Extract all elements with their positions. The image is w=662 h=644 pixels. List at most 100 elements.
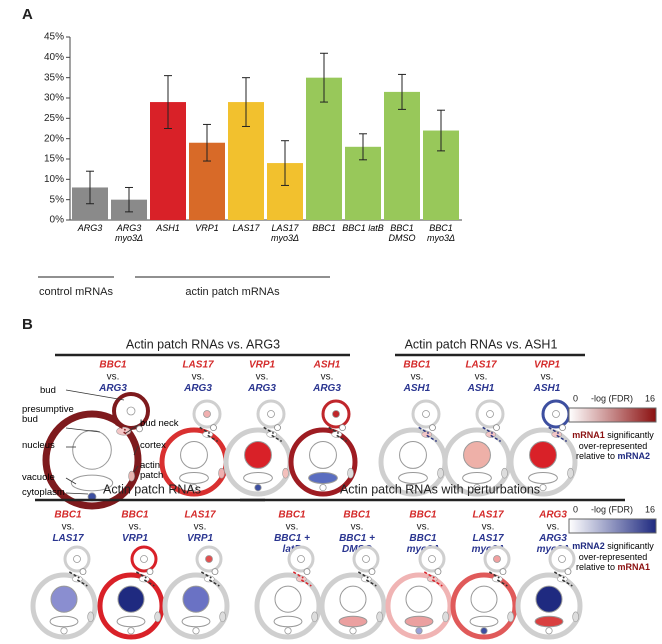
presumptive-bud: [427, 575, 438, 583]
vacuole: [181, 615, 211, 628]
actin-patch: [218, 467, 225, 479]
nucleus: [309, 441, 337, 469]
x-tick-label: LAS17: [232, 223, 260, 233]
nucleus: [182, 585, 210, 613]
vacuole: [398, 472, 428, 484]
actin-patch: [87, 611, 94, 623]
x-tick-label: BBC1 DMSO: [388, 223, 416, 243]
cytoplasm-dot: [60, 627, 68, 635]
bud-dot: [267, 410, 275, 418]
mrna1-label: BBC1: [121, 510, 149, 521]
bud-neck: [426, 434, 438, 443]
mrna1-label: BBC1: [54, 510, 82, 521]
vs-label: vs.: [192, 372, 205, 383]
vs-label: vs.: [256, 372, 269, 383]
annotation-leader: [133, 465, 139, 473]
presumptive-bud: [139, 575, 150, 583]
presumptive-bud: [296, 575, 307, 583]
y-tick-label: 5%: [50, 194, 65, 205]
bud-neck: [488, 571, 500, 579]
cytoplasm-dot: [254, 483, 262, 492]
vacuole: [528, 472, 558, 484]
cytoplasm-dot: [539, 483, 547, 492]
annotation-leader: [65, 477, 77, 485]
mrna1-label: BBC1: [278, 510, 306, 521]
legend-max: 16: [645, 393, 655, 403]
mrna2-label: VRP1: [186, 533, 214, 544]
legend-min: 0: [573, 393, 578, 403]
bud-neck: [490, 434, 502, 443]
x-tick-label-box: ARG3: [78, 223, 103, 233]
bud-neck: [561, 579, 573, 587]
annotation: presumptive bud: [22, 405, 74, 425]
bud-neck: [207, 434, 219, 443]
bud-dot: [486, 410, 494, 418]
bud-neck: [292, 571, 304, 579]
annotation-box: cytoplasm: [22, 488, 65, 498]
vs-label: vs.: [541, 372, 554, 383]
bud-neck: [423, 571, 435, 579]
nucleus: [274, 585, 302, 613]
nucleus: [117, 585, 145, 613]
y-tick-label: 45%: [44, 32, 64, 43]
bud-neck: [300, 579, 312, 587]
bud-neck: [556, 434, 568, 443]
y-tick-label: 40%: [44, 52, 64, 63]
presumptive-bud: [266, 431, 278, 438]
vacuole: [179, 472, 209, 484]
x-tick-label: BBC1 latB: [342, 223, 384, 233]
legend-text: mRNA2 significantly over-represented rel…: [566, 541, 660, 573]
mrna2-label: LAS17: [52, 533, 84, 544]
mrna1-label: ARG3: [538, 510, 567, 521]
legend-other: mRNA2: [617, 451, 651, 461]
legend-gradient: [568, 518, 657, 534]
neck-dot: [434, 568, 442, 575]
bud-neck: [68, 571, 80, 579]
vs-label: vs.: [351, 522, 364, 533]
mrna2-label: ARG3: [99, 383, 127, 394]
mrna2-label: ARG3: [313, 383, 341, 394]
legend-emph: mRNA2: [572, 541, 605, 551]
bud-neck: [418, 426, 430, 435]
legend-min: 0: [573, 504, 578, 514]
nucleus: [470, 585, 498, 613]
bud-neck: [263, 426, 275, 435]
actin-patch: [128, 470, 135, 482]
presumptive-bud: [361, 575, 372, 583]
mrna2-label: ASH1: [403, 383, 431, 394]
neck-dot: [303, 568, 311, 575]
annotation-box: nucleus: [22, 441, 55, 451]
bud-dot: [140, 555, 148, 563]
x-tick-label-box: ASH1: [156, 223, 180, 233]
cytoplasm-dot: [480, 627, 488, 635]
mrna2-label-box: ASH1: [534, 383, 561, 394]
cytoplasm-dot: [473, 483, 481, 492]
cytoplasm-dot: [284, 627, 292, 635]
legend-text: mRNA1 significantly over-represented rel…: [566, 430, 660, 462]
nucleus: [72, 430, 112, 470]
actin-patch: [282, 467, 289, 479]
nucleus: [339, 585, 367, 613]
section-title: Actin patch RNAs vs. ARG3: [126, 337, 280, 351]
group-label: control mRNAs: [39, 286, 113, 298]
x-tick-label-box: LAS17 myo3Δ: [271, 223, 299, 243]
mrna2-label-box: ARG3: [248, 383, 276, 394]
mrna1-label: VRP1: [534, 360, 561, 371]
y-tick-label: 30%: [44, 93, 64, 104]
bud-neck: [115, 423, 126, 431]
presumptive-bud: [421, 431, 433, 438]
section-title: Actin patch RNAs: [103, 482, 201, 496]
vs-label: vs.: [411, 372, 424, 383]
bud-neck: [328, 426, 340, 435]
cytoplasm-dot: [192, 627, 200, 635]
neck-dot: [79, 568, 87, 575]
x-tick-label: VRP1: [195, 223, 219, 233]
bud-neck: [208, 579, 220, 587]
mrna1-label: BBC1: [409, 510, 437, 521]
bud-dot: [73, 555, 81, 563]
nucleus: [244, 441, 272, 469]
cytoplasm-dot: [415, 627, 423, 635]
bud-neck: [135, 571, 147, 579]
y-tick-label: 35%: [44, 72, 64, 83]
